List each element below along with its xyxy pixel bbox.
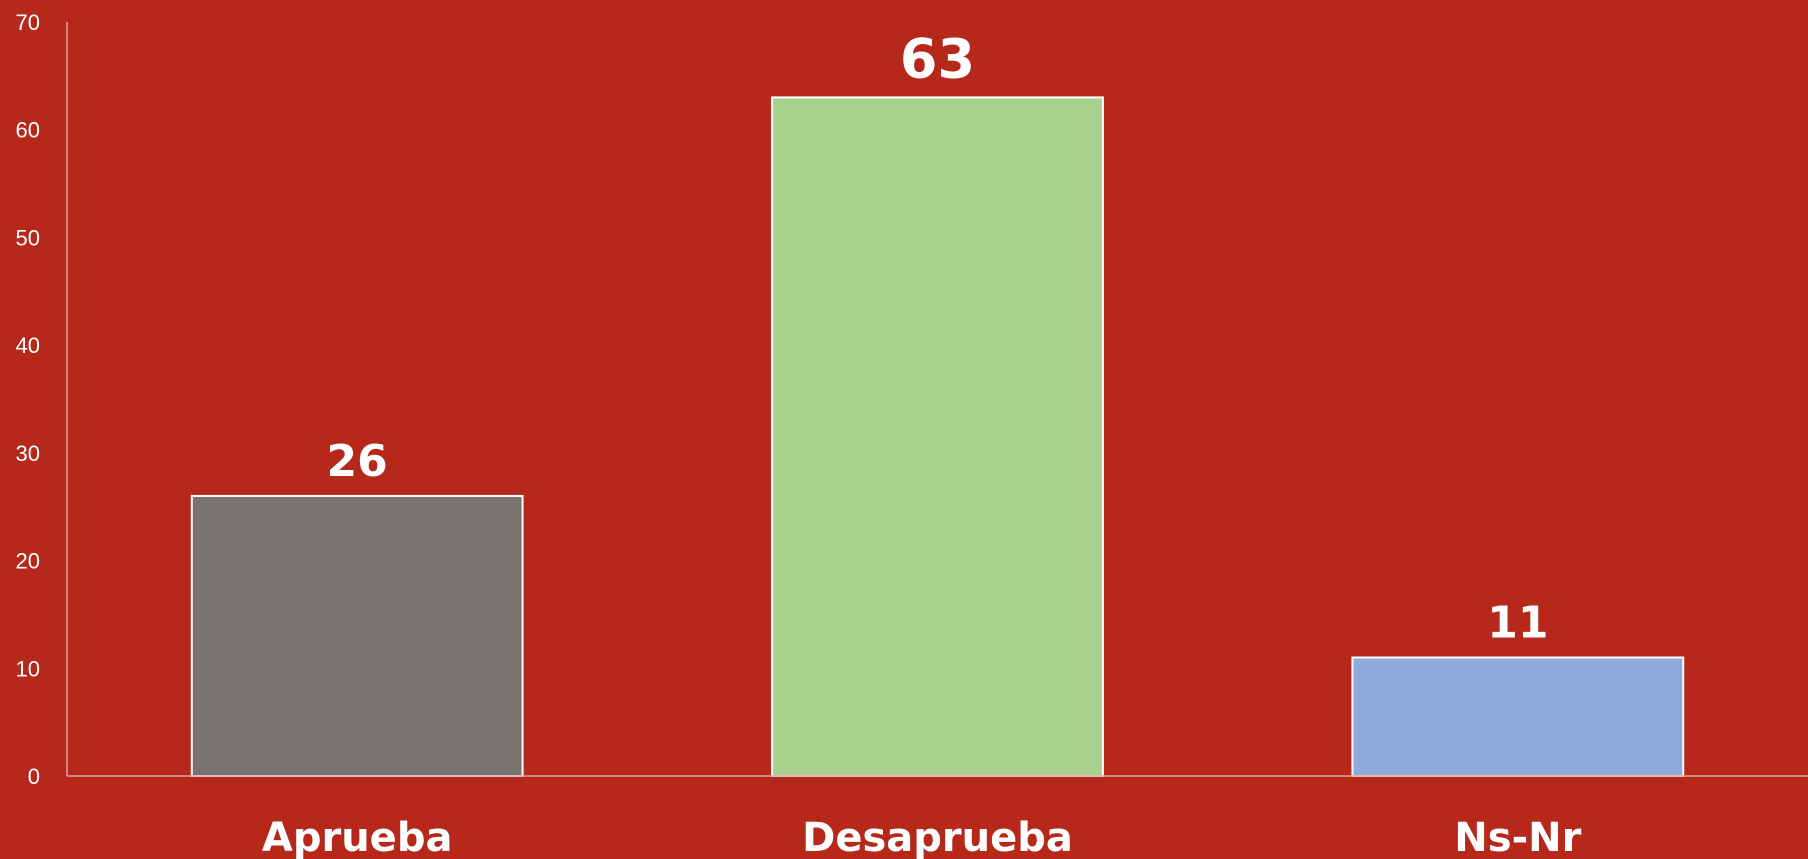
data-labels: 26 63 11: [327, 27, 1549, 648]
data-label: 26: [327, 436, 388, 487]
data-label: 63: [900, 27, 975, 90]
y-tick-label: 40: [16, 333, 40, 358]
data-label: 11: [1487, 598, 1548, 649]
x-axis: Aprueba Desaprueba Ns-Nr: [262, 815, 1582, 859]
x-tick-label: Aprueba: [262, 815, 453, 859]
y-tick-label: 10: [16, 656, 40, 681]
y-tick-label: 0: [28, 764, 40, 789]
y-tick-label: 50: [16, 225, 40, 250]
bar: [1351, 656, 1685, 777]
bar: [190, 494, 524, 777]
x-tick-label: Ns-Nr: [1454, 815, 1581, 859]
x-tick-label: Desaprueba: [802, 815, 1073, 859]
y-tick-label: 70: [16, 10, 40, 35]
y-tick-label: 60: [16, 118, 40, 143]
y-tick-label: 20: [16, 549, 40, 574]
bars: [190, 96, 1685, 777]
y-tick-label: 30: [16, 441, 40, 466]
y-axis: 0 10 20 30 40 50 60 70: [16, 10, 40, 789]
bar: [771, 96, 1104, 777]
